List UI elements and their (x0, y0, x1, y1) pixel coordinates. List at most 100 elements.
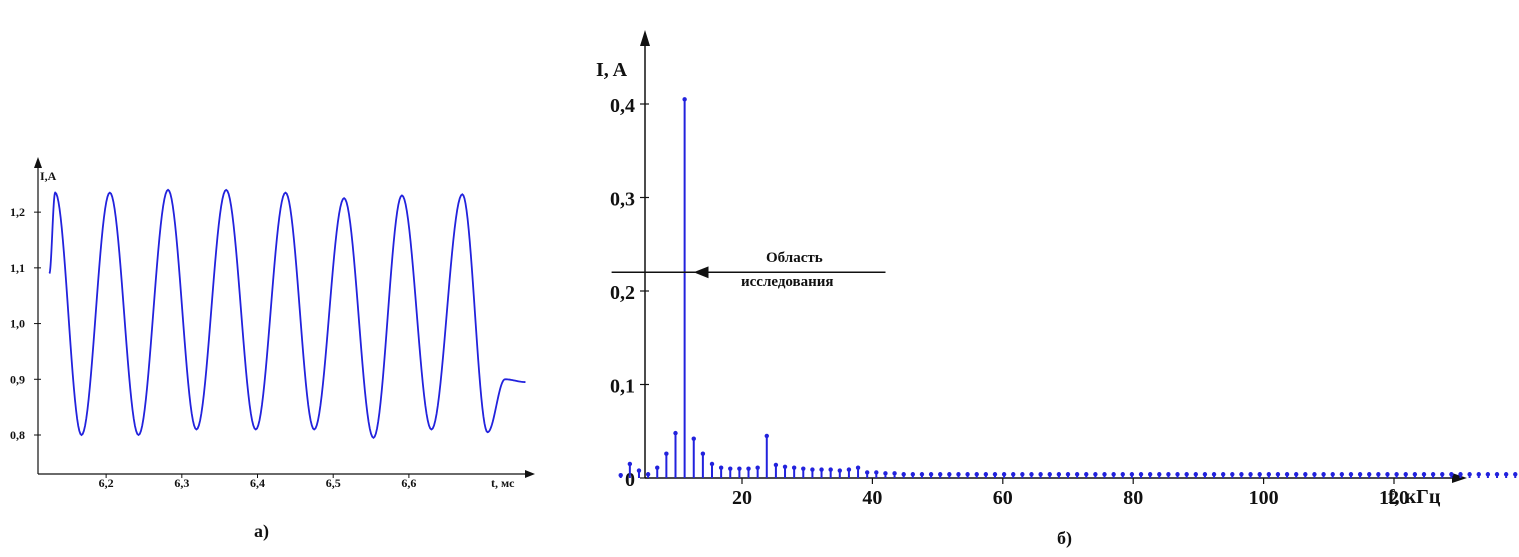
spectrum-point (956, 472, 961, 477)
spectrum-point (1394, 472, 1399, 477)
spectrum-point (1275, 472, 1281, 477)
spectrum-point (1193, 472, 1198, 477)
spectrum-point (1157, 472, 1162, 477)
spectrum-point (718, 465, 724, 470)
spectrum-point (1449, 472, 1454, 477)
spectrum-point (1001, 472, 1007, 477)
spectrum-point (1312, 472, 1317, 477)
spectrum-point (1175, 472, 1180, 477)
spectrum-point (1421, 472, 1427, 477)
spectrum-point (1348, 472, 1354, 477)
spectrum-point (773, 462, 779, 468)
spectrum-point (1120, 472, 1125, 477)
panel-label-b: б) (1057, 528, 1072, 549)
spectrum-point (1458, 472, 1463, 477)
spectrum-point (746, 466, 751, 471)
spectrum-point (1166, 472, 1171, 477)
spectrum-point (874, 470, 879, 475)
spectrum-point (1029, 472, 1034, 477)
spectrum-point (965, 472, 970, 477)
y-tick-label-a: 1,2 (10, 205, 25, 219)
spectrum-point (764, 433, 769, 439)
spectrum-point (1294, 472, 1299, 477)
annotation-label-line1: Область (766, 250, 823, 266)
spectrum-point (645, 472, 651, 477)
spectrum-point (1503, 472, 1509, 477)
spectrum-point (855, 465, 861, 470)
spectrum-point (1211, 472, 1217, 477)
x-tick-label-a: 6,5 (326, 476, 341, 490)
spectrum-point (1111, 472, 1116, 477)
spectrum-point (1065, 472, 1071, 477)
spectrum-point (737, 466, 742, 471)
y-axis-label-a: I,A (40, 169, 57, 183)
spectrum-point (618, 472, 623, 478)
spectrum-point (947, 472, 952, 477)
spectrum-point (1220, 472, 1226, 477)
spectrum-point (1476, 472, 1481, 477)
spectrum-point (864, 470, 870, 475)
spectrum-point (928, 472, 934, 477)
x-tick-label-b: 120 (1379, 487, 1409, 509)
spectrum-point (1485, 472, 1491, 477)
spectrum-point (1102, 472, 1107, 477)
spectrum-point (1184, 472, 1189, 477)
x-axis-label-a: t, мс (491, 476, 515, 490)
y-tick-label-a: 0,8 (10, 428, 25, 442)
spectrum-point (1513, 472, 1518, 477)
y-axis-arrow-a (34, 157, 42, 168)
spectrum-point (1138, 472, 1144, 477)
spectrum-point (892, 471, 897, 476)
spectrum-point (636, 468, 642, 473)
x-tick-label-b: 100 (1249, 487, 1279, 509)
x-tick-label-a: 6,6 (401, 476, 416, 490)
spectrum-point (992, 472, 998, 477)
y-axis-arrow-b (640, 30, 650, 46)
x-axis-arrow-b (1452, 473, 1467, 483)
spectrum-point (1230, 472, 1235, 477)
spectrum-point (883, 471, 888, 476)
chart-time-domain: 0,8 0,9 1,0 1,1 1,2 6,2 6,3 6,4 6,5 6,6 I,A t, м… (10, 157, 535, 542)
annotation-region: Область исследования (611, 250, 886, 290)
spectrum-point (828, 467, 833, 472)
spectrum-point (1440, 472, 1445, 477)
spectrum-point (1376, 472, 1381, 477)
x-axis-arrow-a (525, 470, 535, 478)
spectrum-point (919, 472, 925, 477)
spectrum-point (1011, 472, 1016, 477)
spectrum-point (1284, 472, 1290, 477)
spectrum-point (983, 472, 989, 477)
spectrum-point (1084, 472, 1089, 477)
spectrum-point (682, 97, 687, 102)
panel-label-a: а) (254, 521, 269, 542)
spectrum-point (1074, 472, 1080, 477)
y-tick-label-a: 0,9 (10, 372, 25, 386)
spectrum-point (1321, 472, 1326, 477)
spectrum-point (1056, 472, 1062, 477)
spectrum-point (709, 461, 715, 467)
x-axis-label-b: f, кГц (1388, 486, 1441, 508)
spectrum-point (1093, 472, 1098, 477)
x-tick-label-a: 6,2 (99, 476, 114, 490)
y-tick-label-b: 0,4 (610, 95, 635, 117)
y-tick-label-b: 0,2 (610, 282, 635, 304)
spectrum-point (1038, 472, 1043, 477)
x-tick-label-b: 40 (862, 487, 882, 509)
annotation-label-line2: исследования (741, 274, 834, 290)
spectrum-point (1303, 472, 1308, 477)
y-tick-label-a: 1,1 (10, 261, 25, 275)
y-tick-label-b: 0,1 (610, 376, 635, 398)
spectrum-point (627, 461, 633, 467)
y-tick-label-b: 0 (625, 469, 635, 491)
spectrum-point (1266, 472, 1272, 477)
x-tick-label-b: 20 (732, 487, 752, 509)
y-tick-label-b: 0,3 (610, 189, 635, 211)
spectrum-point (837, 468, 842, 473)
spectrum-point (819, 467, 824, 472)
y-axis-label-b: I, A (596, 59, 628, 81)
spectrum-point (791, 465, 797, 470)
y-tick-label-a: 1,0 (10, 317, 25, 331)
x-tick-label-a: 6,3 (174, 476, 189, 490)
spectrum-point (1385, 472, 1390, 477)
spectrum-point (974, 472, 979, 477)
